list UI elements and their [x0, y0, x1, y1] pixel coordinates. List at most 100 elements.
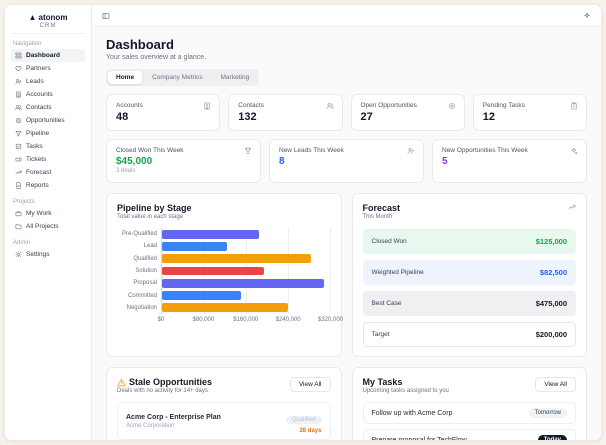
- forecast-rows: Closed Won $125,000 Weighted Pipeline $8…: [362, 229, 576, 347]
- sidebar-item[interactable]: Accounts: [11, 88, 85, 101]
- bar-row: [162, 289, 330, 301]
- stale-title: Stale Opportunities: [129, 377, 213, 387]
- axis-category-label: Committed: [127, 292, 157, 299]
- sidebar-item[interactable]: Tickets: [11, 153, 85, 166]
- sidebar-item-label: Tasks: [26, 143, 43, 150]
- tab[interactable]: Marketing: [213, 71, 258, 84]
- sidebar-item[interactable]: All Projects: [11, 220, 85, 233]
- sidebar-item[interactable]: Partners: [11, 62, 85, 75]
- stale-opportunities-panel: Stale Opportunities Deals with no activi…: [106, 367, 342, 440]
- brand: atonom: [11, 10, 85, 22]
- week-card-label: Closed Won This Week: [116, 147, 184, 154]
- axis-category-label: Negotiation: [126, 304, 157, 311]
- page-subtitle: Your sales overview at a glance.: [106, 54, 207, 61]
- forecast-row: Closed Won $125,000: [362, 229, 576, 254]
- bottom-panels: Stale Opportunities Deals with no activi…: [106, 367, 587, 440]
- stale-opportunity-item[interactable]: Acme Corp - Enterprise Plan Acme Corpora…: [117, 402, 331, 440]
- sidebar-item-icon: [15, 251, 22, 258]
- stat-label: Contacts: [238, 102, 264, 109]
- axis-category-label: Lead: [143, 243, 157, 250]
- sidebar-item-label: My Work: [26, 210, 52, 217]
- axis-tick-label: $0: [157, 317, 165, 323]
- stale-view-all-button[interactable]: View All: [289, 377, 331, 392]
- sidebar-section-label-projects: Projects: [13, 199, 35, 205]
- forecast-row-value: $82,500: [539, 268, 567, 277]
- sidebar-item-icon: [15, 117, 22, 124]
- chart-y-labels: Pre-Qualified Lead Qualified Solution Propos…: [117, 228, 161, 314]
- week-card-subtext: [279, 168, 414, 175]
- bar-row: [162, 265, 330, 277]
- days-stale: 28 days: [299, 428, 322, 434]
- app-window: atonom CRM Navigation Dashboard Partners…: [4, 4, 602, 441]
- sidebar-item[interactable]: My Work: [11, 207, 85, 220]
- sidebar-item-icon: [15, 104, 22, 111]
- week-card-icon: [407, 147, 415, 155]
- opportunity-company: Acme Corporation: [126, 422, 175, 429]
- week-cards-row: Closed Won This Week $45,000 3 deals New…: [106, 139, 587, 183]
- sidebar-item[interactable]: Opportunities: [11, 114, 85, 127]
- tab-label: Marketing: [220, 74, 250, 81]
- stat-value: 12: [482, 111, 495, 123]
- sidebar-item-icon: [15, 65, 22, 72]
- stat-icon: [203, 102, 211, 110]
- sidebar-section-label-admin: Admin: [13, 240, 31, 246]
- stat-card: Accounts 48: [106, 94, 221, 131]
- week-card: Closed Won This Week $45,000 3 deals: [106, 139, 261, 183]
- sidebar-toggle-icon[interactable]: [102, 12, 110, 20]
- stat-label: Open Opportunities: [360, 102, 417, 109]
- stat-value: 132: [238, 111, 257, 123]
- tasks-view-all-button[interactable]: View All: [535, 377, 576, 392]
- forecast-row: Weighted Pipeline $82,500: [362, 260, 576, 285]
- warning-icon: [117, 378, 126, 387]
- forecast-header: Forecast This Month: [363, 203, 577, 220]
- sidebar-item[interactable]: Settings: [11, 248, 85, 261]
- task-name: Prepare proposal for TechFlow: [371, 436, 467, 441]
- week-card-subtext: [442, 168, 577, 175]
- axis-tick-label: $160,000: [233, 317, 259, 323]
- theme-toggle-icon[interactable]: [583, 12, 591, 20]
- my-tasks-panel: My Tasks Upcoming tasks assigned to you …: [351, 367, 587, 441]
- chart-plot: [161, 228, 331, 314]
- bar-row: [162, 240, 330, 252]
- forecast-row-value: $475,000: [535, 299, 567, 308]
- task-due-badge: Tomorrow: [528, 408, 567, 418]
- stale-header: Stale Opportunities Deals with no activi…: [117, 377, 331, 394]
- forecast-title: Forecast: [362, 203, 401, 213]
- stat-icon: [570, 102, 578, 110]
- sidebar-item-icon: [15, 78, 22, 85]
- stat-card: Contacts 132: [228, 94, 343, 131]
- task-due-badge: Today: [537, 435, 567, 440]
- axis-tick-label: $240,000: [275, 317, 301, 323]
- sidebar-item[interactable]: Reports: [11, 179, 85, 192]
- bar: [162, 266, 265, 276]
- sidebar-item-label: Leads: [26, 78, 44, 85]
- sidebar-item[interactable]: Tasks: [11, 140, 85, 153]
- axis-tick-label: $320,000: [317, 317, 344, 323]
- brand-logo-icon: [29, 14, 36, 21]
- axis-category-label: Proposal: [133, 280, 157, 287]
- task-item[interactable]: Prepare proposal for TechFlow Today: [362, 429, 576, 441]
- tasks-subtitle: Upcoming tasks assigned to you: [362, 388, 449, 394]
- sidebar-item[interactable]: Pipeline: [11, 127, 85, 140]
- tab-label: Home: [116, 74, 135, 81]
- sidebar-item-label: Settings: [26, 251, 50, 258]
- page-title: Dashboard: [106, 37, 174, 52]
- tab[interactable]: Home: [108, 71, 143, 84]
- sidebar-item[interactable]: Forecast: [11, 166, 85, 179]
- sidebar-item[interactable]: Dashboard: [11, 49, 85, 62]
- stat-label: Pending Tasks: [482, 102, 525, 109]
- sidebar-item[interactable]: Contacts: [11, 101, 85, 114]
- pipeline-subtitle: Total value in each stage: [117, 214, 184, 220]
- sidebar-item-icon: [15, 182, 22, 189]
- axis-category-label: Pre-Qualified: [121, 231, 157, 238]
- sidebar-item[interactable]: Leads: [11, 75, 85, 88]
- bar: [162, 229, 259, 239]
- stat-icon: [448, 102, 456, 110]
- week-card: New Opportunities This Week 5: [432, 139, 587, 183]
- pipeline-panel: Pipeline by Stage Total value in each st…: [106, 193, 344, 357]
- week-card-label: New Leads This Week: [279, 147, 344, 154]
- forecast-row-value: $200,000: [535, 330, 567, 339]
- tab[interactable]: Company Metrics: [144, 71, 211, 84]
- pipeline-chart: Pre-Qualified Lead Qualified Solution Propos…: [117, 228, 331, 314]
- task-item[interactable]: Follow up with Acme Corp Tomorrow: [362, 402, 576, 424]
